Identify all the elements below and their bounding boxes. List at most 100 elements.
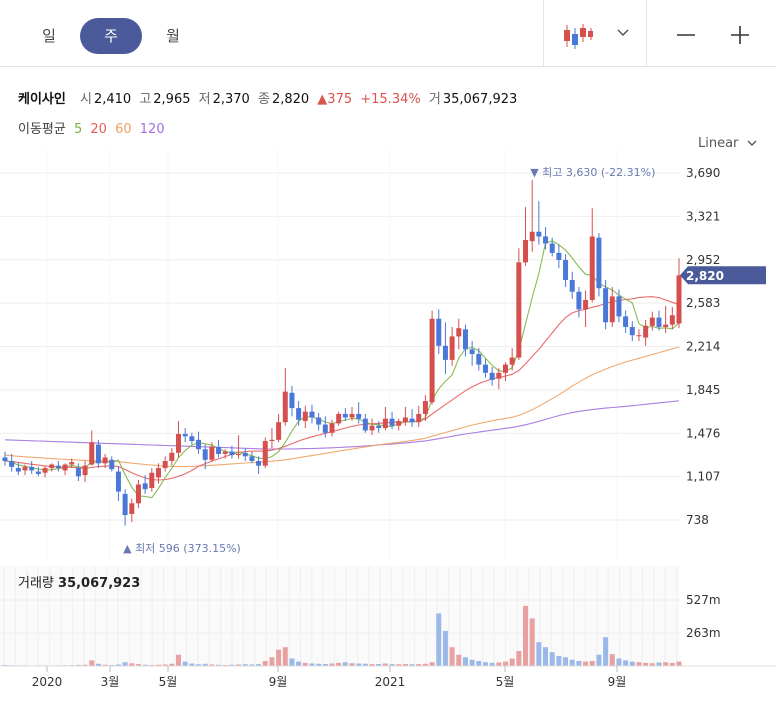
volume-bar: [482, 662, 488, 666]
candle-body: [636, 335, 642, 337]
candle-body: [442, 345, 448, 360]
volume-bar: [436, 613, 442, 666]
volume-bar: [202, 663, 208, 666]
candle-body: [69, 462, 75, 465]
candle: [309, 404, 315, 424]
candle-body: [409, 418, 415, 423]
candle-body: [269, 439, 275, 442]
zoom-in-button[interactable]: [725, 20, 755, 50]
candle-body: [402, 417, 408, 423]
candle: [523, 207, 529, 266]
low-label: 저: [198, 92, 211, 107]
candle-body: [256, 460, 262, 466]
volume-bar: [569, 659, 575, 666]
y-tick-label: 1,107: [686, 470, 720, 484]
candle: [129, 498, 135, 523]
candle: [69, 458, 75, 469]
candle: [196, 431, 202, 454]
volume-bar: [389, 664, 395, 666]
candle: [596, 232, 602, 297]
candle: [302, 405, 308, 429]
candle-body: [362, 418, 368, 431]
candle: [489, 366, 495, 386]
candle-body: [155, 468, 161, 478]
candle-body: [429, 318, 435, 403]
tab-week[interactable]: 주: [80, 18, 142, 54]
candle: [9, 453, 15, 472]
candle-body: [502, 364, 508, 373]
candle-body: [476, 354, 482, 365]
volume-y-tick-label: 263m: [686, 626, 721, 640]
candle: [122, 489, 128, 526]
x-tick-label: 5월: [496, 675, 515, 689]
candle-body: [89, 442, 95, 465]
candle: [669, 307, 675, 330]
candle: [462, 324, 468, 357]
candle: [436, 309, 442, 355]
volume-bar: [449, 647, 455, 666]
candle: [469, 341, 475, 366]
candle: [676, 258, 682, 329]
candle: [603, 279, 609, 330]
candle: [296, 401, 302, 426]
volume-bar: [162, 664, 168, 666]
ma5-legend: 5: [73, 122, 83, 137]
volume-bar: [262, 660, 268, 666]
candle-body: [316, 417, 322, 425]
tab-month[interactable]: 월: [166, 27, 180, 45]
candle-body: [496, 372, 502, 379]
candle: [543, 227, 549, 250]
high-label: 고: [139, 92, 152, 107]
volume-bar: [516, 650, 522, 666]
volume-bar: [349, 663, 355, 666]
candle-body: [422, 401, 428, 414]
volume-bar: [296, 661, 302, 666]
volume-bar: [362, 663, 368, 666]
candle: [549, 237, 555, 257]
y-tick-label: 2,583: [686, 296, 720, 310]
x-tick-label: 9월: [269, 675, 288, 689]
candle: [563, 254, 569, 288]
volume-bar: [282, 647, 288, 666]
candle-body: [529, 231, 535, 242]
candlestick-icon: [564, 24, 593, 49]
volume-bar: [563, 657, 569, 666]
candle-body: [603, 288, 609, 323]
volume-bar: [536, 642, 542, 666]
stock-name: 케이사인: [18, 92, 66, 107]
volume-bar: [216, 664, 222, 666]
volume-bar: [2, 664, 8, 666]
candle-body: [289, 392, 295, 409]
candle: [176, 421, 182, 458]
tab-day[interactable]: 일: [42, 27, 56, 45]
chart-type-button[interactable]: [560, 22, 594, 50]
volume-bar: [142, 664, 148, 666]
candle: [449, 326, 455, 366]
volume-bar: [669, 662, 675, 666]
zoom-out-button[interactable]: [671, 20, 701, 50]
candle: [102, 453, 108, 469]
candle: [629, 321, 635, 342]
candle-body: [282, 391, 288, 423]
candle: [556, 244, 562, 269]
scale-mode-dropdown[interactable]: Linear: [698, 136, 757, 151]
candle-body: [482, 364, 488, 373]
candle: [2, 451, 8, 466]
minus-icon: [677, 34, 695, 36]
candle-body: [342, 413, 348, 418]
volume-bar: [115, 664, 121, 666]
chart-type-dropdown[interactable]: [610, 22, 636, 46]
candle: [89, 430, 95, 466]
volume-bar: [456, 654, 462, 666]
candle: [389, 411, 395, 430]
candle-body: [229, 451, 235, 456]
volume-bar: [416, 664, 422, 666]
candle: [402, 406, 408, 426]
volume-bar: [209, 664, 215, 666]
candle: [369, 418, 375, 436]
candle-body: [382, 418, 388, 429]
candle: [589, 208, 595, 303]
volume-bar: [663, 662, 669, 666]
volume-bar: [302, 662, 308, 666]
